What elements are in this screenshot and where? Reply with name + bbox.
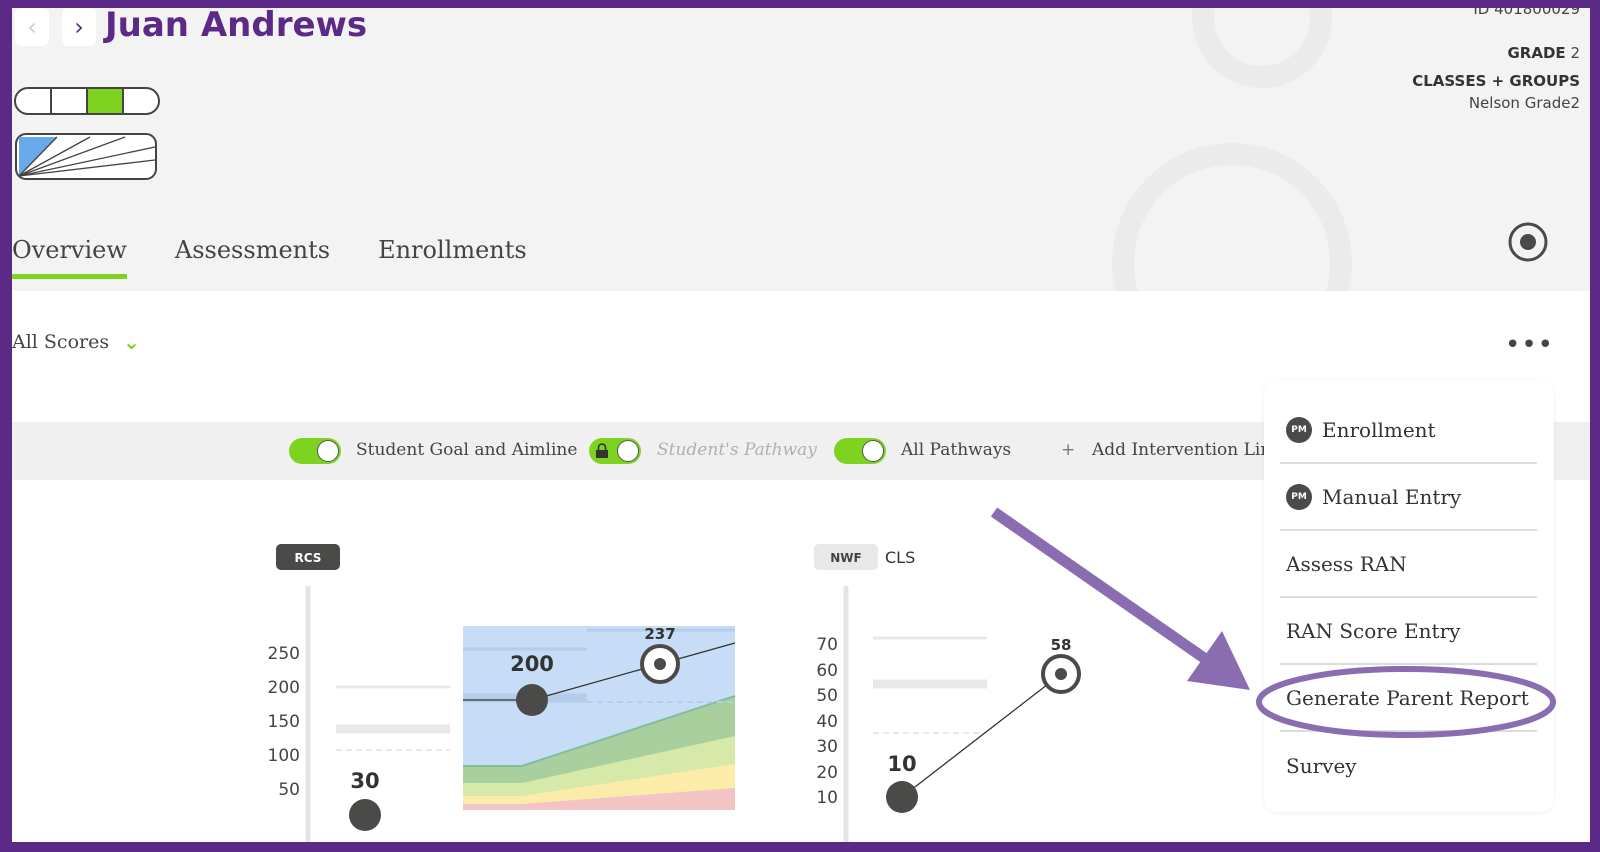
menu-item-label: RAN Score Entry: [1286, 618, 1461, 643]
nwf-tag-label: NWF: [830, 551, 861, 565]
rcs-y-tick: 200: [268, 678, 300, 698]
more-options-button[interactable]: •••: [1505, 330, 1555, 360]
nwf-y-tick: 50: [816, 686, 838, 706]
lock-icon: [596, 443, 608, 458]
chevron-down-icon[interactable]: ⌄: [123, 330, 140, 354]
menu-item-manual-entry[interactable]: PM Manual Entry: [1280, 464, 1537, 531]
pm-badge: PM: [1286, 416, 1312, 443]
grade-label: GRADE: [1507, 44, 1566, 62]
actions-dropdown: PM Enrollment PM Manual Entry Assess RAN…: [1264, 380, 1554, 812]
rcs-score-point[interactable]: [516, 684, 548, 716]
student-pathway-toggle[interactable]: [589, 438, 641, 464]
nwf-score-point[interactable]: [886, 781, 918, 813]
plus-icon[interactable]: +: [1061, 440, 1076, 460]
annotation-arrow: [990, 507, 1250, 690]
nwf-goal-label: 58: [1051, 636, 1072, 654]
menu-item-label: Assess RAN: [1286, 551, 1407, 576]
rcs-tag-badge: [276, 544, 340, 570]
nwf-tag-badge: [814, 544, 878, 570]
student-header: ‹ › Juan Andrews ID 401800029 GRADE 2: [12, 8, 1590, 291]
nwf-y-tick: 70: [816, 635, 838, 655]
classes-label: CLASSES + GROUPS: [1412, 72, 1580, 90]
rcs-chart: RCS 250 200 150 100 50 30 200 237: [268, 544, 736, 842]
student-goal-toggle-label: Student Goal and Aimline: [356, 440, 578, 460]
menu-item-enrollment[interactable]: PM Enrollment: [1280, 397, 1537, 464]
pm-badge: PM: [1286, 483, 1312, 510]
rcs-y-tick: 150: [268, 712, 300, 732]
rcs-y-tick: 250: [268, 644, 300, 664]
nwf-y-tick: 10: [816, 788, 838, 808]
all-pathways-toggle-label: All Pathways: [901, 440, 1012, 460]
back-button[interactable]: ‹: [15, 8, 49, 46]
student-pathway-toggle-label: Student's Pathway: [657, 440, 817, 460]
all-pathways-toggle[interactable]: [834, 438, 886, 464]
menu-item-ran-score-entry[interactable]: RAN Score Entry: [1280, 598, 1537, 665]
app-window: ‹ › Juan Andrews ID 401800029 GRADE 2: [12, 8, 1590, 842]
target-icon[interactable]: [1507, 221, 1549, 263]
student-name: Juan Andrews: [105, 8, 368, 45]
annotation-highlight-ellipse: [1256, 666, 1556, 738]
scores-filter[interactable]: All Scores ⌄: [12, 330, 140, 354]
tab-bar: Overview Assessments Enrollments: [12, 236, 527, 279]
scores-filter-label: All Scores: [12, 331, 110, 353]
rcs-score-point[interactable]: [349, 799, 381, 831]
nwf-subtag-label: CLS: [885, 548, 915, 567]
menu-item-survey[interactable]: Survey: [1280, 732, 1537, 799]
tab-assessments[interactable]: Assessments: [174, 236, 331, 264]
nwf-chart: NWF CLS 70 60 50 40 30 20 10 10 58: [814, 544, 1081, 842]
nwf-point-label: 10: [887, 752, 916, 776]
menu-item-generate-parent-report[interactable]: Generate Parent Report: [1280, 665, 1537, 732]
rcs-point-label: 200: [510, 652, 554, 676]
add-intervention-button[interactable]: Add Intervention Lir: [1092, 440, 1269, 460]
nwf-y-tick: 30: [816, 737, 838, 757]
menu-item-label: Generate Parent Report: [1286, 685, 1529, 710]
classes-value: Nelson Grade2: [1468, 94, 1580, 112]
chevron-left-icon: ‹: [27, 13, 37, 41]
grade-value: 2: [1570, 44, 1580, 62]
rcs-point-label: 30: [350, 769, 379, 793]
grade-info: GRADE 2: [1508, 44, 1581, 62]
nwf-y-tick: 40: [816, 712, 838, 732]
rcs-y-tick: 100: [268, 746, 300, 766]
menu-item-assess-ran[interactable]: Assess RAN: [1280, 531, 1537, 598]
menu-item-label: Survey: [1286, 753, 1357, 778]
nwf-y-tick: 60: [816, 661, 838, 681]
forward-button[interactable]: ›: [62, 8, 96, 46]
pathway-fan-indicator: [15, 133, 157, 180]
nwf-goal-marker[interactable]: [1041, 654, 1081, 694]
rcs-goal-label: 237: [644, 625, 675, 643]
rcs-y-tick: 50: [278, 780, 300, 800]
level-indicator: [14, 87, 160, 115]
tab-enrollments[interactable]: Enrollments: [378, 236, 527, 264]
decorative-arc: [1112, 143, 1352, 291]
menu-item-label: Manual Entry: [1322, 484, 1462, 509]
tab-overview[interactable]: Overview: [12, 236, 127, 279]
student-goal-toggle[interactable]: [289, 438, 341, 464]
menu-item-label: Enrollment: [1322, 417, 1436, 442]
rcs-tag-label: RCS: [295, 551, 322, 565]
chevron-right-icon: ›: [74, 13, 84, 41]
student-id: ID 401800029: [1473, 8, 1580, 18]
decorative-ring: [1192, 8, 1332, 88]
rcs-goal-marker[interactable]: [640, 644, 680, 684]
nwf-y-tick: 20: [816, 763, 838, 783]
